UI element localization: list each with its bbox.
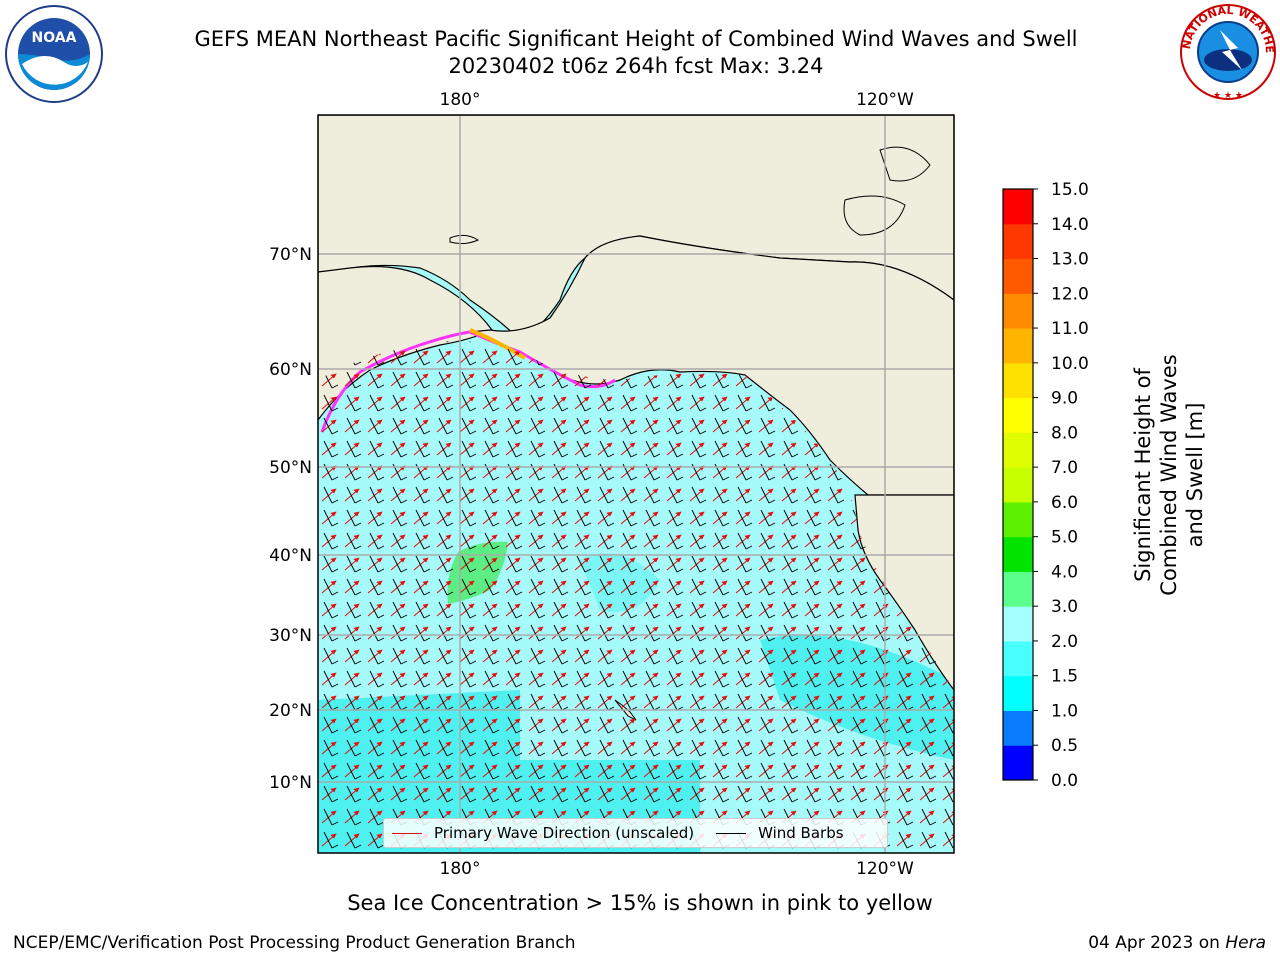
sea-ice-note: Sea Ice Concentration > 15% is shown in …: [347, 891, 933, 915]
colorbar-tick-label: 9.0: [1051, 389, 1078, 409]
land-island: [879, 146, 931, 182]
colorbar-segment: [1003, 258, 1033, 294]
colorbar-segment: [1003, 606, 1033, 642]
legend-label: Primary Wave Direction (unscaled): [434, 824, 695, 842]
footer-date: 04 Apr 2023 on Hera: [1088, 933, 1266, 953]
lon-label-bottom: 180°: [440, 859, 481, 879]
colorbar-segment: [1003, 710, 1033, 746]
lat-label: 40°N: [269, 546, 312, 566]
colorbar-segment: [1003, 467, 1033, 503]
lon-label-top: 120°W: [856, 90, 914, 110]
colorbar-segment: [1003, 397, 1033, 433]
legend-swatch: [716, 832, 747, 834]
colorbar-tick-label: 15.0: [1051, 180, 1089, 200]
colorbar-segment: [1003, 640, 1033, 677]
colorbar-tick-label: 1.0: [1051, 701, 1078, 721]
lat-label: 50°N: [269, 458, 312, 478]
legend-item-wave-direction: Primary Wave Direction (unscaled): [392, 824, 694, 842]
colorbar-segment: [1003, 745, 1033, 781]
noaa-logo: NOAA: [5, 5, 103, 103]
graticule: [318, 115, 954, 853]
colorbar-segment: [1003, 501, 1033, 538]
colorbar-segment: [1003, 328, 1033, 364]
colorbar-title: Significant Height of Combined Wind Wave…: [1131, 354, 1207, 596]
map-area: [318, 115, 954, 853]
colorbar-tick-label: 12.0: [1051, 284, 1089, 304]
lat-label: 10°N: [269, 773, 312, 793]
colorbar-segment: [1003, 293, 1033, 329]
legend-swatch: [392, 832, 422, 834]
lat-label: 70°N: [269, 245, 312, 265]
colorbar-segment: [1003, 362, 1033, 399]
map-legend: Primary Wave Direction (unscaled) Wind B…: [383, 818, 888, 848]
colorbar-segment: [1003, 432, 1033, 468]
legend-label: Wind Barbs: [758, 824, 844, 842]
colorbar-tick-label: 11.0: [1051, 319, 1089, 339]
svg-text:NOAA: NOAA: [32, 30, 77, 46]
colorbar-tick-label: 0.0: [1051, 771, 1078, 791]
svg-text:★ ★ ★: ★ ★ ★: [1213, 91, 1243, 101]
colorbar-tick-label: 8.0: [1051, 423, 1078, 443]
colorbar-tick-label: 2.0: [1051, 632, 1078, 652]
colorbar-segment: [1003, 536, 1033, 572]
colorbar-segment: [1003, 571, 1033, 607]
land-island: [449, 234, 480, 245]
colorbar-frame: [1002, 188, 1034, 781]
lat-label: 30°N: [269, 626, 312, 646]
colorbar-tick-label: 7.0: [1051, 458, 1078, 478]
colorbar-tick-label: 5.0: [1051, 528, 1078, 548]
lat-label: 60°N: [269, 360, 312, 380]
colorbar-tick-label: 14.0: [1051, 215, 1089, 235]
chart-subtitle: 20230402 t06z 264h fcst Max: 3.24: [448, 54, 824, 78]
legend-item-wind-barbs: Wind Barbs: [716, 824, 844, 842]
chart-title: GEFS MEAN Northeast Pacific Significant …: [194, 27, 1078, 51]
footer-credit: NCEP/EMC/Verification Post Processing Pr…: [13, 933, 576, 953]
land-island: [843, 195, 906, 236]
lat-label: 20°N: [269, 701, 312, 721]
colorbar-tick-label: 4.0: [1051, 562, 1078, 582]
colorbar-tick-label: 10.0: [1051, 354, 1089, 374]
colorbar-tick-label: 3.0: [1051, 597, 1078, 617]
map-frame: [317, 114, 955, 854]
nws-logo: NATIONAL WEATHER SERVICE ★ ★ ★: [1176, 0, 1276, 101]
colorbar-segment: [1003, 189, 1033, 225]
colorbar-segment: [1003, 675, 1033, 711]
vector-field: [318, 341, 954, 853]
colorbar-tick-label: 0.5: [1051, 736, 1078, 756]
colorbar-tick-label: 13.0: [1051, 250, 1089, 270]
lon-label-top: 180°: [440, 90, 481, 110]
colorbar-tick-label: 6.0: [1051, 493, 1078, 513]
colorbar: 15.0 14.0 13.0 12.0 11.0 10.0 9.0 8.0 7.0 6.0 5.0 4…: [1002, 180, 1089, 791]
colorbar-segment: [1003, 223, 1033, 260]
colorbar-tick-label: 1.5: [1051, 667, 1078, 687]
lon-label-bottom: 120°W: [856, 859, 914, 879]
